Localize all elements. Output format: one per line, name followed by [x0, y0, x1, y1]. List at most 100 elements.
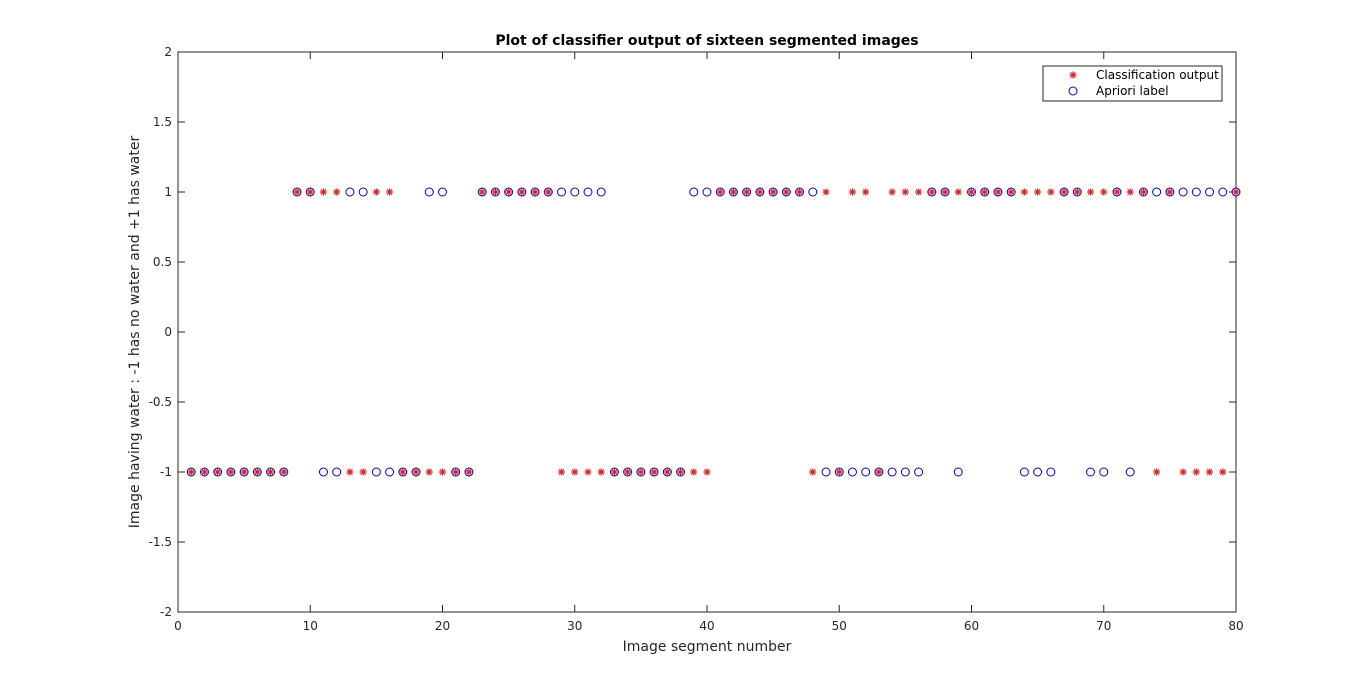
- apriori-label-point: [517, 187, 527, 197]
- apriori-label-point: [1231, 187, 1241, 197]
- classification-output-point: [1007, 188, 1015, 196]
- apriori-label-point: [583, 187, 593, 197]
- apriori-label-point: [1072, 187, 1082, 197]
- apriori-label-point: [834, 467, 844, 477]
- classification-output-point: [703, 468, 711, 476]
- classification-output-point: [505, 188, 513, 196]
- apriori-label-point: [808, 187, 818, 197]
- legend-apriori-marker: [1068, 86, 1078, 96]
- classification-output-point: [1047, 188, 1055, 196]
- apriori-label-point: [424, 187, 434, 197]
- apriori-label-point: [887, 467, 897, 477]
- classification-output-point: [624, 468, 632, 476]
- apriori-label-point: [490, 187, 500, 197]
- classification-output-point: [214, 468, 222, 476]
- y-axis-label: Image having water : -1 has no water and…: [127, 136, 143, 529]
- classification-output-point: [650, 468, 658, 476]
- classification-output-point: [478, 188, 486, 196]
- apriori-label-point: [980, 187, 990, 197]
- classification-output-point: [452, 468, 460, 476]
- classification-output-point: [531, 188, 539, 196]
- classification-output-point: [319, 188, 328, 196]
- classification-output-point: [756, 188, 764, 196]
- apriori-label-point: [861, 467, 871, 477]
- apriori-label-point: [927, 187, 937, 197]
- classification-output-point: [822, 188, 830, 196]
- apriori-label-point: [768, 187, 778, 197]
- classification-output-point: [875, 468, 883, 476]
- x-tick-label: 0: [174, 619, 182, 633]
- classification-output-point: [280, 468, 288, 476]
- classification-output-point: [848, 188, 857, 196]
- classification-output-point: [1126, 188, 1134, 196]
- apriori-label-point: [1205, 187, 1215, 197]
- apriori-label-point: [676, 467, 686, 477]
- classification-output-point: [1020, 188, 1028, 196]
- classification-output-point: [928, 188, 936, 196]
- classification-output-point: [690, 468, 698, 476]
- classification-output-point: [333, 188, 341, 196]
- classification-output-point: [663, 468, 671, 476]
- apriori-label-point: [1019, 467, 1029, 477]
- apriori-label-point: [742, 187, 752, 197]
- apriori-label-point: [464, 467, 474, 477]
- apriori-label-point: [199, 467, 209, 477]
- classification-output-point: [372, 188, 380, 196]
- classification-output-point: [941, 188, 949, 196]
- apriori-label-point: [795, 187, 805, 197]
- classification-output-point: [1073, 188, 1081, 196]
- classification-output-point: [293, 188, 301, 196]
- classification-output-point: [306, 188, 314, 196]
- classification-output-point: [637, 468, 645, 476]
- apriori-label-point: [940, 187, 950, 197]
- apriori-label-point: [1006, 187, 1016, 197]
- classification-output-point: [1113, 188, 1121, 196]
- classification-output-point: [729, 188, 738, 196]
- classification-output-point: [557, 468, 566, 476]
- chart-title: Plot of classifier output of sixteen seg…: [495, 33, 918, 49]
- apriori-label-point: [596, 187, 606, 197]
- classification-output-point: [1060, 188, 1068, 196]
- classification-output-point: [412, 468, 420, 476]
- legend-classification-marker: [1069, 71, 1077, 79]
- y-tick-label: -2: [160, 605, 172, 619]
- apriori-label-point: [411, 467, 421, 477]
- classification-output-point: [769, 188, 777, 196]
- classification-output-point: [597, 468, 605, 476]
- classification-output-point: [795, 188, 804, 196]
- apriori-label-point: [371, 467, 381, 477]
- apriori-label-point: [609, 467, 619, 477]
- y-tick-label: 2: [164, 45, 172, 59]
- apriori-label-point: [451, 467, 461, 477]
- apriori-label-point: [967, 187, 976, 197]
- axis-ticks: 0 10 20 30 40 50 60 70 80 -2 -1.5 -1 -0.5 0 0.5 1 1.5 2: [149, 45, 1244, 633]
- classification-output-point: [676, 468, 685, 476]
- apriori-label-point: [993, 187, 1003, 197]
- apriori-label-point: [1152, 187, 1162, 197]
- apriori-label-point: [755, 187, 765, 197]
- apriori-label-point: [504, 187, 514, 197]
- apriori-label-point: [1165, 187, 1175, 197]
- classification-output-point: [1139, 188, 1148, 196]
- classification-output-point: [994, 188, 1002, 196]
- classification-output-point: [967, 188, 976, 196]
- classification-output-point: [1100, 188, 1108, 196]
- legend: Classification output Apriori label: [1042, 65, 1223, 102]
- apriori-label-point: [438, 187, 447, 197]
- apriori-label-point: [1059, 187, 1069, 197]
- apriori-label-point: [1099, 467, 1109, 477]
- apriori-label-point: [702, 187, 712, 197]
- classification-output-point: [253, 468, 261, 476]
- classification-output-point: [1232, 188, 1240, 196]
- x-tick-label: 40: [699, 619, 714, 633]
- plot-area: [177, 51, 1237, 613]
- classification-output-point: [386, 188, 394, 196]
- apriori-label-point: [821, 467, 831, 477]
- apriori-label-point: [305, 187, 315, 197]
- apriori-label-point: [358, 187, 368, 197]
- classification-output-point: [438, 468, 447, 476]
- classification-output-point: [544, 188, 552, 196]
- apriori-label-point: [1218, 187, 1228, 197]
- classification-output-point: [399, 468, 407, 476]
- classification-output-point: [227, 468, 235, 476]
